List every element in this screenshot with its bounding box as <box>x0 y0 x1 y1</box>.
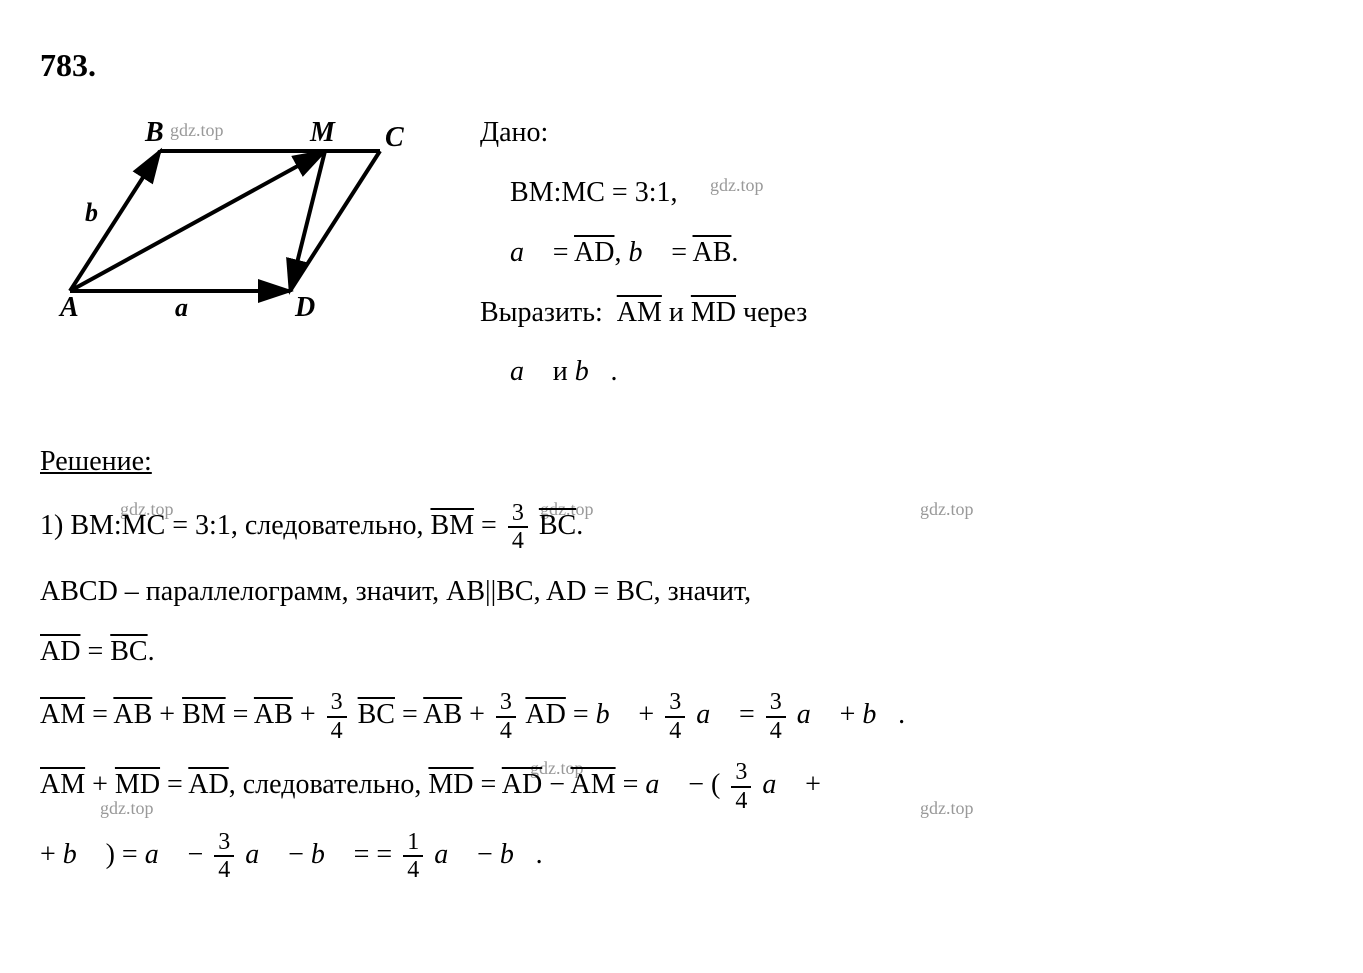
top-section: gdz.top A B C D M a⃗ b⃗ Дано: gdz.top <box>40 111 1323 410</box>
diagram-container: gdz.top A B C D M a⃗ b⃗ <box>40 111 420 410</box>
label-vec-b: b⃗ <box>85 198 118 227</box>
label-C: C <box>385 122 404 153</box>
given-ratio: BM:MC = 3:1, <box>510 171 1323 216</box>
label-A: A <box>58 292 79 323</box>
label-M: M <box>309 117 336 148</box>
given-header: Дано: <box>480 111 1323 156</box>
express-line: Выразить: AM и MD через <box>480 291 1323 336</box>
label-D: D <box>294 292 315 323</box>
label-vec-a: a⃗ <box>175 293 208 322</box>
solution-header: Решение: <box>40 440 1323 485</box>
solution-step4a: AM + MD = AD, следовательно, MD = AD − A… <box>40 759 1323 814</box>
solution-step4b: + b⃗ ) = a⃗ − 34 a⃗ − b⃗ = = 14 a⃗ − b⃗. <box>40 829 1323 884</box>
parallelogram-diagram: A B C D M a⃗ b⃗ <box>40 111 420 331</box>
solution-step3: AM = AB + BM = AB + 34 BC = AB + 34 AD =… <box>40 689 1323 744</box>
given-vectors: a⃗ = AD, b⃗ = AB. <box>510 231 1323 276</box>
solution-step2a: ABCD – параллелограмм, значит, AB||BC, A… <box>40 570 1323 615</box>
problem-number: 783. <box>40 40 1323 91</box>
given-section: Дано: gdz.top BM:MC = 3:1, a⃗ = AD, b⃗ =… <box>480 111 1323 410</box>
solution-step1: 1) BM:MC = 3:1, следовательно, BM = 34 B… <box>40 500 1323 555</box>
solution-step2b: AD = BC. <box>40 630 1323 675</box>
watermark: gdz.top <box>170 116 224 145</box>
label-B: B <box>144 117 164 148</box>
express-via: a⃗ и b⃗. <box>510 350 1323 395</box>
